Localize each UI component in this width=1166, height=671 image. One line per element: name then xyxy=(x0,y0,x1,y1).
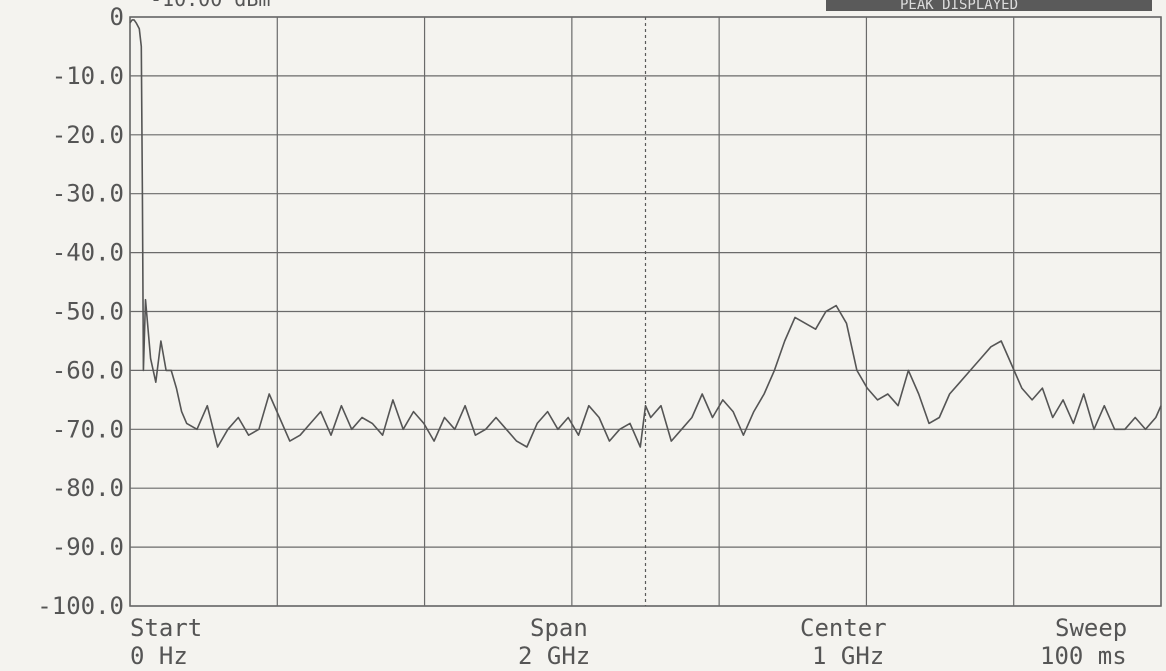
y-tick-label: -90.0 xyxy=(52,533,124,561)
y-tick-label: -100.0 xyxy=(37,592,124,620)
ref-level-label: -10.00 dBm xyxy=(150,0,270,11)
footer-center: Center 1 GHz xyxy=(800,614,887,670)
footer-sweep-value: 100 ms xyxy=(1040,642,1127,670)
footer-start-label: Start xyxy=(130,614,202,642)
footer-span: Span 2 GHz xyxy=(518,614,590,670)
y-tick-label: -30.0 xyxy=(52,180,124,208)
status-badge: PEAK DISPLAYED xyxy=(900,0,1018,13)
footer-start: Start 0 Hz xyxy=(130,614,202,670)
y-tick-label: -70.0 xyxy=(52,415,124,443)
footer-sweep-label: Sweep xyxy=(1055,614,1127,642)
status-badge-bg xyxy=(826,0,1152,11)
footer-span-value: 2 GHz xyxy=(518,642,590,670)
y-tick-labels: 0 -10.0 -20.0 -30.0 -40.0 -50.0 -60.0 -70.0 -80.… xyxy=(37,3,124,620)
footer-sweep: Sweep 100 ms xyxy=(1040,614,1127,670)
footer-center-label: Center xyxy=(800,614,887,642)
y-tick-label: -50.0 xyxy=(52,298,124,326)
y-tick-label: -10.0 xyxy=(52,62,124,90)
footer-start-value: 0 Hz xyxy=(130,642,188,670)
footer-center-value: 1 GHz xyxy=(812,642,884,670)
spectrum-trace xyxy=(129,19,1162,448)
y-tick-label: -60.0 xyxy=(52,356,124,384)
y-tick-label: -40.0 xyxy=(52,239,124,267)
y-tick-label: -80.0 xyxy=(52,474,124,502)
footer-span-label: Span xyxy=(530,614,588,642)
y-tick-label: -20.0 xyxy=(52,121,124,149)
y-tick-label: 0 xyxy=(110,3,124,31)
